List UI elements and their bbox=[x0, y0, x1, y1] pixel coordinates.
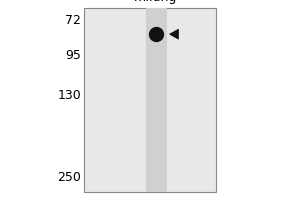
Text: m.lung: m.lung bbox=[134, 0, 178, 4]
Polygon shape bbox=[169, 29, 178, 39]
Text: 130: 130 bbox=[57, 89, 81, 102]
Bar bbox=[84, 8, 216, 192]
Text: 95: 95 bbox=[65, 49, 81, 62]
Text: 72: 72 bbox=[65, 14, 81, 27]
Point bbox=[154, 33, 158, 36]
Bar bbox=[146, 8, 167, 192]
Text: 250: 250 bbox=[57, 171, 81, 184]
